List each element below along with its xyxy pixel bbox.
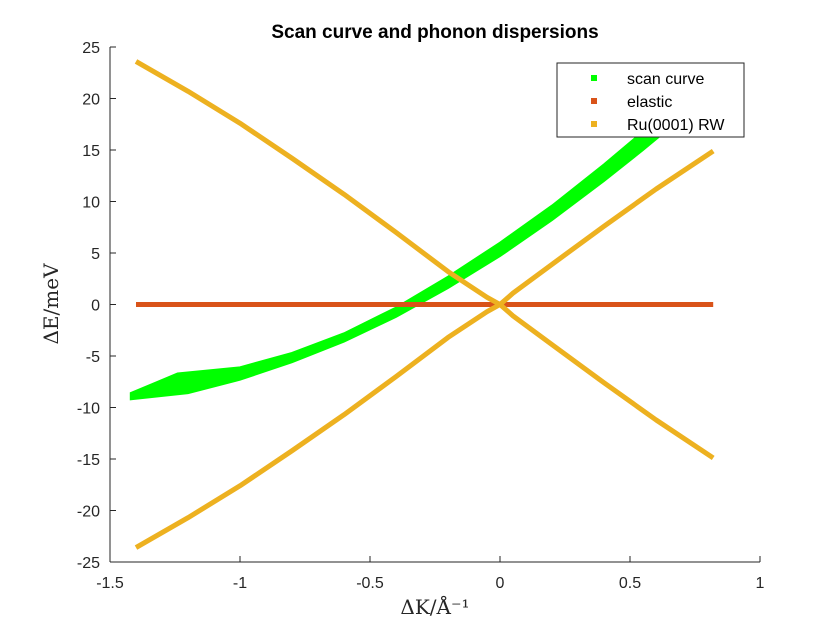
x-tick-label: -1	[233, 575, 247, 592]
x-tick-label: -1.5	[96, 575, 124, 592]
legend-marker	[591, 98, 597, 104]
rw-dispersion-branch-2	[498, 302, 715, 461]
legend-marker	[591, 75, 597, 81]
y-tick-label: 15	[82, 143, 100, 160]
rw-dispersion-branch-1	[134, 59, 502, 307]
x-tick-label: 0.5	[619, 575, 641, 592]
y-axis-label: ΔE/meV	[39, 263, 63, 345]
y-tick-label: -15	[77, 452, 100, 469]
legend-label: Ru(0001) RW	[627, 117, 725, 134]
y-tick-label: -5	[86, 349, 100, 366]
x-axis-label: ΔK/Å⁻¹	[400, 594, 469, 619]
y-tick-label: -25	[77, 555, 100, 572]
y-tick-label: -20	[77, 504, 100, 521]
y-tick-label: 5	[91, 246, 100, 263]
legend: scan curve elastic Ru(0001) RW	[556, 62, 745, 138]
y-tick-label: 20	[82, 92, 100, 109]
axes: -1.5 -1 -0.5 0 0.5 1 -25 -20 -15 -10 -5 0 5 10 15 20 25	[77, 40, 765, 592]
y-tick-label: 0	[91, 298, 100, 315]
x-tick-label: -0.5	[356, 575, 384, 592]
rw-dispersion-branch-3	[134, 302, 502, 550]
legend-marker	[591, 121, 597, 127]
x-tick-label: 1	[756, 575, 765, 592]
x-tick-label: 0	[496, 575, 505, 592]
y-tick-label: 25	[82, 40, 100, 57]
plot-area	[129, 59, 715, 550]
rw-dispersion-branch-4	[498, 148, 715, 307]
chart-title: Scan curve and phonon dispersions	[271, 22, 598, 43]
legend-box	[556, 62, 745, 138]
y-tick-label: -10	[77, 401, 100, 418]
legend-label: elastic	[627, 94, 672, 111]
legend-label: scan curve	[627, 71, 704, 88]
y-tick-label: 10	[82, 195, 100, 212]
